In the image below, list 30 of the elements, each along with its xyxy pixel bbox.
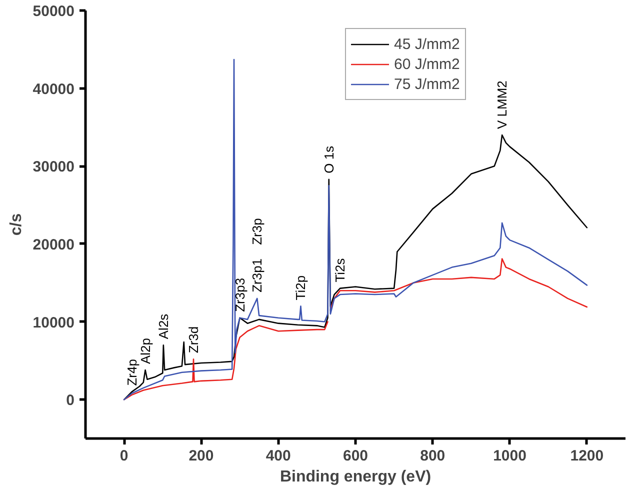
- annotation: Zr3d: [186, 326, 201, 354]
- legend-label: 45 J/mm2: [394, 36, 460, 52]
- y-tick-label: 20000: [32, 236, 75, 254]
- y-tick-label: 30000: [32, 158, 75, 176]
- annotation: O 1s: [321, 145, 336, 174]
- annotation: Zr4p: [124, 359, 140, 386]
- annotation: Al2p: [138, 338, 153, 364]
- y-axis-title: c/s: [8, 213, 25, 236]
- x-axis-title: Binding energy (eV): [280, 468, 432, 486]
- line-series: [123, 58, 588, 400]
- x-tick-label: 1200: [570, 448, 604, 464]
- legend-label: 60 J/mm2: [394, 56, 460, 72]
- y-tick-label: 50000: [32, 3, 75, 20]
- annotation: Ti2p: [293, 275, 308, 300]
- y-tick-label: 10000: [32, 314, 75, 332]
- legend-label: 75 J/mm2: [394, 76, 460, 92]
- annotation: Zr3p1: [250, 258, 265, 292]
- x-tick-label: 800: [420, 448, 446, 464]
- annotation: Zr3p: [250, 218, 265, 245]
- x-tick-label: 600: [342, 448, 368, 464]
- y-tick-label: 0: [66, 392, 74, 410]
- x-tick-label: 200: [188, 448, 214, 464]
- annotation: Zr3p3: [232, 278, 248, 312]
- annotation: Al2s: [156, 313, 171, 340]
- annotation: V LMM2: [494, 80, 510, 130]
- annotation: Ti2s: [332, 258, 348, 282]
- x-tick-label: 1000: [493, 448, 526, 464]
- x-tick-label: 0: [120, 448, 128, 464]
- x-tick-label: 400: [266, 448, 291, 464]
- y-tick-label: 40000: [32, 80, 75, 98]
